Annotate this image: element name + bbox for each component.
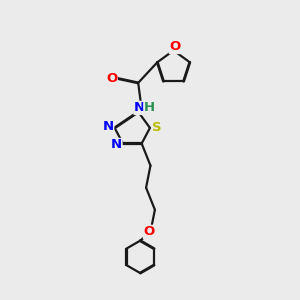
Text: N: N xyxy=(134,101,145,114)
Text: N: N xyxy=(111,139,122,152)
Text: N: N xyxy=(103,120,114,133)
Text: S: S xyxy=(152,122,161,134)
Text: O: O xyxy=(169,40,181,53)
Text: H: H xyxy=(144,101,155,114)
Text: O: O xyxy=(106,72,117,85)
Text: O: O xyxy=(143,225,155,238)
